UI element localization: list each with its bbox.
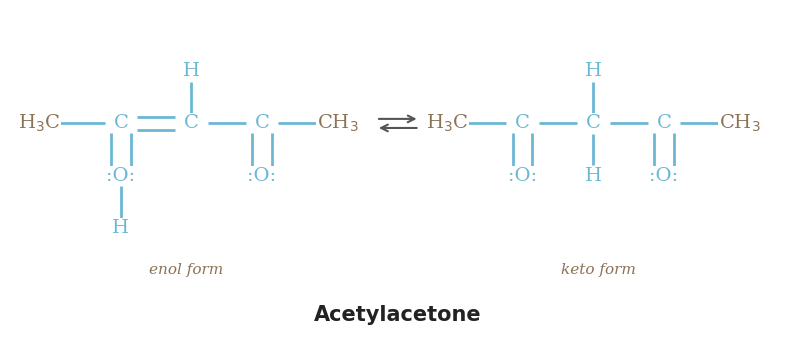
Text: C: C (515, 115, 530, 132)
Text: H$_3$C: H$_3$C (425, 113, 468, 134)
Text: H: H (585, 167, 602, 185)
Text: C: C (184, 115, 199, 132)
Text: C: C (114, 115, 128, 132)
Text: H$_3$C: H$_3$C (18, 113, 61, 134)
Text: H: H (183, 62, 200, 80)
Text: Acetylacetone: Acetylacetone (314, 305, 481, 325)
Text: C: C (586, 115, 601, 132)
Text: CH$_3$: CH$_3$ (317, 113, 359, 134)
Text: C: C (657, 115, 671, 132)
Text: :O:: :O: (650, 167, 678, 185)
Text: enol form: enol form (149, 263, 223, 277)
Text: CH$_3$: CH$_3$ (719, 113, 761, 134)
Text: :O:: :O: (248, 167, 276, 185)
Text: :O:: :O: (107, 167, 135, 185)
Text: H: H (112, 219, 129, 237)
Text: H: H (585, 62, 602, 80)
Text: keto form: keto form (562, 263, 636, 277)
Text: :O:: :O: (508, 167, 537, 185)
Text: C: C (255, 115, 269, 132)
